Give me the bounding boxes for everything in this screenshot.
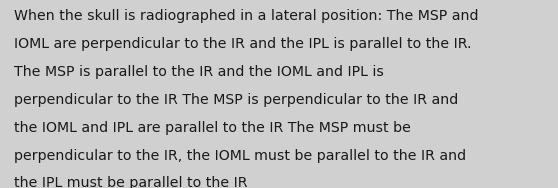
Text: the IOML and IPL are parallel to the IR The MSP must be: the IOML and IPL are parallel to the IR …: [14, 121, 411, 135]
Text: IOML are perpendicular to the IR and the IPL is parallel to the IR.: IOML are perpendicular to the IR and the…: [14, 37, 472, 51]
Text: perpendicular to the IR The MSP is perpendicular to the IR and: perpendicular to the IR The MSP is perpe…: [14, 93, 458, 107]
Text: When the skull is radiographed in a lateral position: The MSP and: When the skull is radiographed in a late…: [14, 9, 478, 23]
Text: the IPL must be parallel to the IR: the IPL must be parallel to the IR: [14, 176, 247, 188]
Text: The MSP is parallel to the IR and the IOML and IPL is: The MSP is parallel to the IR and the IO…: [14, 65, 384, 79]
Text: perpendicular to the IR, the IOML must be parallel to the IR and: perpendicular to the IR, the IOML must b…: [14, 149, 466, 162]
